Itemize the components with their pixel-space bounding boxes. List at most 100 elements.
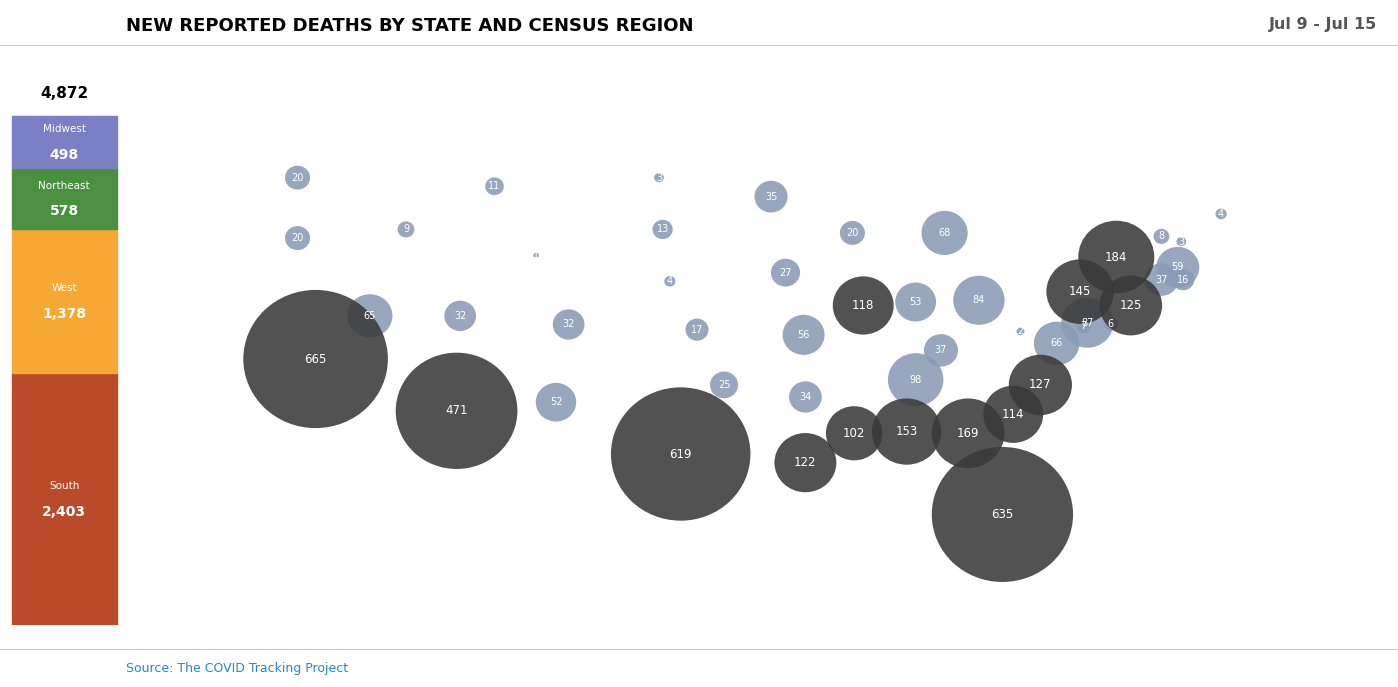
Circle shape	[347, 294, 393, 337]
Circle shape	[833, 276, 893, 335]
Text: Northeast: Northeast	[39, 181, 89, 191]
Text: NEW REPORTED DEATHS BY STATE AND CENSUS REGION: NEW REPORTED DEATHS BY STATE AND CENSUS …	[126, 17, 693, 35]
Text: 578: 578	[50, 204, 78, 218]
Circle shape	[445, 301, 477, 331]
Text: 127: 127	[1029, 379, 1051, 392]
Text: 32: 32	[454, 311, 467, 321]
Circle shape	[840, 221, 865, 245]
Text: 59: 59	[1172, 262, 1184, 273]
Text: 9: 9	[403, 225, 410, 234]
Circle shape	[1172, 269, 1194, 291]
Text: 20: 20	[291, 172, 303, 183]
Text: 2,403: 2,403	[42, 505, 87, 519]
Text: 66: 66	[1050, 339, 1062, 348]
Text: West: West	[52, 283, 77, 293]
Circle shape	[1035, 322, 1079, 365]
Text: 16: 16	[1177, 275, 1190, 284]
Text: 1: 1	[533, 250, 540, 260]
Circle shape	[921, 211, 967, 255]
Text: 145: 145	[1069, 285, 1092, 298]
Circle shape	[895, 282, 937, 322]
Text: 32: 32	[562, 319, 575, 330]
Circle shape	[783, 315, 825, 355]
Circle shape	[1145, 263, 1179, 296]
Text: 118: 118	[851, 299, 874, 312]
Circle shape	[1156, 247, 1199, 288]
Circle shape	[1078, 221, 1155, 293]
Text: 84: 84	[973, 295, 986, 305]
Circle shape	[953, 275, 1005, 325]
Circle shape	[685, 319, 709, 341]
Text: 184: 184	[1104, 251, 1127, 264]
Text: 37: 37	[1155, 275, 1167, 284]
Text: 53: 53	[910, 297, 921, 307]
Text: 7: 7	[1081, 322, 1086, 331]
Text: 98: 98	[910, 374, 921, 385]
Circle shape	[1009, 354, 1072, 415]
Text: Jul 9 - Jul 15: Jul 9 - Jul 15	[1269, 17, 1377, 32]
Circle shape	[1016, 328, 1025, 335]
Text: 65: 65	[363, 311, 376, 321]
Circle shape	[924, 334, 958, 367]
Circle shape	[285, 166, 310, 190]
Bar	[11, 229, 117, 373]
Text: 122: 122	[794, 456, 816, 469]
Text: 3: 3	[1179, 236, 1184, 247]
Circle shape	[888, 353, 944, 406]
Text: 37: 37	[935, 346, 948, 355]
Text: 11: 11	[488, 181, 500, 191]
Text: 125: 125	[1120, 299, 1142, 312]
Text: South: South	[49, 482, 80, 491]
Circle shape	[243, 290, 387, 428]
Text: 20: 20	[846, 228, 858, 238]
Circle shape	[774, 433, 836, 493]
Circle shape	[826, 406, 882, 460]
Circle shape	[872, 398, 941, 464]
Text: Midwest: Midwest	[43, 124, 85, 135]
Text: 20: 20	[291, 233, 303, 243]
Circle shape	[653, 220, 672, 239]
Text: 56: 56	[797, 330, 809, 340]
Text: 68: 68	[938, 228, 951, 238]
Text: 13: 13	[657, 225, 668, 234]
Circle shape	[396, 352, 517, 469]
Text: 153: 153	[896, 425, 917, 438]
Circle shape	[710, 372, 738, 398]
Circle shape	[654, 173, 664, 182]
Circle shape	[552, 309, 584, 339]
Text: 34: 34	[800, 392, 811, 402]
Circle shape	[1046, 260, 1114, 324]
Circle shape	[611, 387, 751, 521]
Text: 3: 3	[656, 172, 663, 183]
Text: 471: 471	[446, 405, 468, 417]
Circle shape	[983, 385, 1043, 443]
Circle shape	[397, 221, 414, 238]
Circle shape	[485, 177, 503, 195]
Circle shape	[285, 226, 310, 250]
Text: 6: 6	[1107, 319, 1114, 330]
Circle shape	[770, 259, 800, 286]
Circle shape	[1061, 297, 1114, 348]
Circle shape	[1153, 229, 1169, 244]
Text: 8: 8	[1159, 232, 1165, 241]
Text: 635: 635	[991, 508, 1014, 521]
Text: 498: 498	[50, 148, 78, 162]
Bar	[11, 116, 117, 168]
Circle shape	[1104, 318, 1118, 331]
Bar	[11, 168, 117, 229]
Circle shape	[535, 383, 576, 422]
Text: 665: 665	[305, 352, 327, 365]
Circle shape	[1099, 275, 1162, 335]
Circle shape	[788, 381, 822, 413]
Circle shape	[931, 398, 1005, 468]
Circle shape	[1177, 237, 1187, 246]
Circle shape	[1215, 209, 1226, 219]
Text: 169: 169	[956, 427, 980, 440]
Text: 87: 87	[1081, 317, 1093, 328]
Circle shape	[1076, 319, 1092, 333]
Text: 2: 2	[1018, 326, 1023, 337]
Text: 35: 35	[765, 192, 777, 202]
Text: 619: 619	[670, 447, 692, 460]
Text: Source: The COVID Tracking Project: Source: The COVID Tracking Project	[126, 662, 348, 675]
Circle shape	[664, 276, 675, 286]
